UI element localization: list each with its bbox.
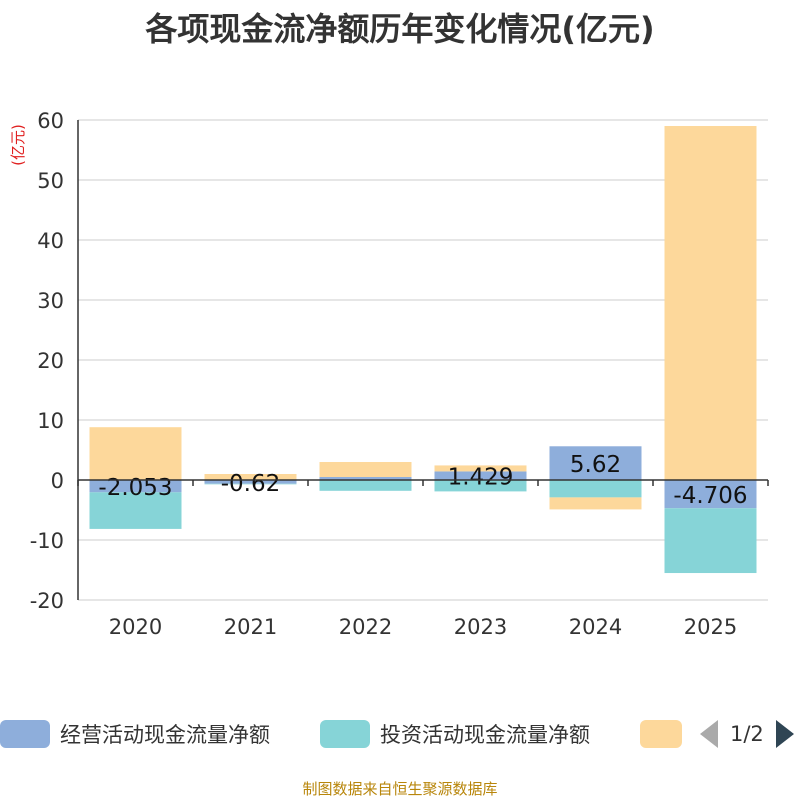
bar-series-0 <box>549 446 642 480</box>
x-tick-label: 2021 <box>224 615 277 639</box>
x-tick-label: 2020 <box>109 615 162 639</box>
y-axis-label: (亿元) <box>9 124 27 166</box>
data-label: 1.429 <box>448 465 514 491</box>
x-tick-label: 2022 <box>339 615 392 639</box>
y-tick-label: 60 <box>37 109 64 133</box>
bar-series-0 <box>89 480 182 493</box>
x-tick-label: 2023 <box>454 615 507 639</box>
chart-canvas: 60 50 40 30 20 10 0 -10 -20 (亿元) 2020 2021 2022 2023 2… <box>9 109 769 639</box>
legend-item-operating[interactable]: 经营活动现金流量净额 <box>0 716 270 752</box>
x-tick-label: 2024 <box>569 615 622 639</box>
bar-series-2 <box>319 462 412 477</box>
x-tick-label: 2025 <box>684 615 737 639</box>
legend-label-investing: 投资活动现金流量净额 <box>380 723 590 747</box>
y-tick-label: -20 <box>30 589 64 613</box>
chart-title: 各项现金流净额历年变化情况(亿元) <box>145 10 655 48</box>
y-tick-label: 20 <box>37 349 64 373</box>
y-tick-label: 40 <box>37 229 64 253</box>
bar-series-1 <box>434 480 527 492</box>
y-tick-label: -10 <box>30 529 64 553</box>
data-source-note: 制图数据来自恒生聚源数据库 <box>302 780 498 798</box>
bar-series-1 <box>204 483 297 485</box>
legend-swatch-financing <box>640 720 682 748</box>
bar-series-2 <box>434 465 527 472</box>
bar-series-0 <box>204 480 297 484</box>
bar-series-2 <box>664 126 757 480</box>
legend-item-investing[interactable]: 投资活动现金流量净额 <box>320 716 590 752</box>
legend: 经营活动现金流量净额 投资活动现金流量净额 1/2 <box>0 716 800 752</box>
data-label: 5.62 <box>570 452 621 478</box>
bar-series-1 <box>549 480 642 498</box>
bar-series-2 <box>204 474 297 480</box>
legend-prev-icon[interactable] <box>700 720 718 748</box>
legend-pager: 1/2 <box>700 716 794 752</box>
legend-swatch-investing <box>320 720 370 748</box>
y-tick-label: 10 <box>37 409 64 433</box>
legend-label-operating: 经营活动现金流量净额 <box>60 723 270 747</box>
y-tick-label: 50 <box>37 169 64 193</box>
data-label: -4.706 <box>673 483 747 509</box>
y-tick-label: 30 <box>37 289 64 313</box>
legend-item-financing[interactable] <box>640 716 682 752</box>
bar-series-1 <box>89 492 182 529</box>
bar-series-0 <box>664 480 757 509</box>
bar-series-0 <box>434 471 527 480</box>
data-label: -2.053 <box>98 475 172 501</box>
legend-swatch-operating <box>0 720 50 748</box>
bar-series-1 <box>319 480 412 491</box>
legend-page-indicator: 1/2 <box>730 722 764 746</box>
bar-series-1 <box>664 508 757 574</box>
bar-series-0 <box>319 477 412 480</box>
y-tick-label: 0 <box>51 469 64 493</box>
data-label: -0.62 <box>221 471 281 497</box>
legend-next-icon[interactable] <box>775 720 794 748</box>
bar-series-2 <box>549 497 642 510</box>
bar-series-2 <box>89 427 182 480</box>
